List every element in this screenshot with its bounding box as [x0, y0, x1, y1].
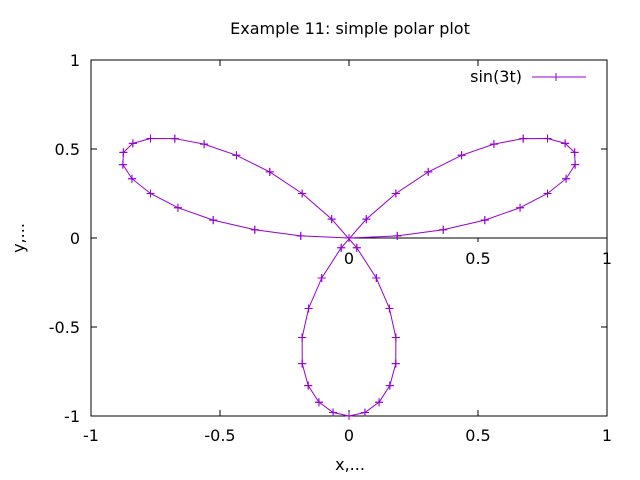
y-tick-labels: -1 -0.5 0 0.5 1: [49, 51, 80, 426]
polar-axis-labels: 0 0.5 1: [344, 238, 612, 268]
series-point: [561, 139, 570, 148]
legend-label: sin(3t): [470, 67, 522, 86]
series-point: [128, 139, 137, 148]
series-point: [345, 234, 353, 242]
polar-axis-label: 0: [344, 249, 354, 268]
x-tick-label: -1: [83, 426, 99, 445]
series-point: [457, 151, 466, 160]
series-point: [543, 189, 552, 198]
series-point: [424, 167, 433, 176]
series-path: [122, 137, 576, 417]
x-tick-label: 0.5: [465, 426, 490, 445]
series-line: [122, 137, 576, 417]
series-point: [480, 216, 489, 225]
y-tick-label: -1: [64, 407, 80, 426]
x-axis-label: x,...: [335, 455, 365, 474]
y-axis-label: y,...: [9, 223, 28, 253]
series-point: [337, 243, 346, 252]
y-tick-label: 0: [70, 229, 80, 248]
series-point: [543, 134, 552, 143]
series-point: [489, 140, 498, 149]
series-point: [232, 151, 241, 160]
x-tick-labels: -1 -0.5 0 0.5 1: [83, 426, 612, 445]
legend: sin(3t): [470, 67, 586, 86]
series-point: [327, 215, 336, 224]
y-tick-label: -0.5: [49, 318, 80, 337]
series-point: [391, 359, 400, 368]
series-point: [298, 333, 307, 342]
y-tick-label: 0.5: [55, 140, 80, 159]
series-point: [296, 231, 305, 240]
legend-marker: [552, 73, 560, 81]
series-point: [146, 134, 155, 143]
series-point: [170, 134, 179, 143]
series-point: [519, 134, 528, 143]
x-tick-label: 0: [344, 426, 354, 445]
polar-axis-label: 0.5: [465, 249, 490, 268]
series-point: [516, 203, 525, 212]
series-point: [304, 304, 313, 313]
series-point: [298, 359, 307, 368]
x-tick-label: 1: [602, 426, 612, 445]
series-point: [385, 381, 394, 390]
series-point: [146, 189, 155, 198]
series-point: [173, 203, 182, 212]
series-point: [209, 216, 218, 225]
series-point: [562, 174, 571, 183]
series-point: [119, 148, 128, 157]
series-point: [298, 189, 307, 198]
polar-axis-label: 1: [602, 249, 612, 268]
series-point: [570, 148, 579, 157]
series-point: [571, 160, 580, 169]
x-tick-label: -0.5: [204, 426, 235, 445]
series-point: [127, 174, 136, 183]
series-point: [304, 381, 313, 390]
series-point: [118, 160, 127, 169]
series-point: [200, 140, 209, 149]
series-point: [372, 274, 381, 283]
series-point: [375, 398, 384, 407]
series-point: [360, 408, 369, 417]
series-point: [314, 398, 323, 407]
series-point: [391, 189, 400, 198]
series-point: [317, 274, 326, 283]
series-point: [345, 412, 353, 420]
series-point: [439, 225, 448, 234]
series-markers: [118, 134, 580, 420]
series-point: [329, 408, 338, 417]
series-point: [391, 333, 400, 342]
series-point: [250, 225, 259, 234]
series-point: [352, 243, 361, 252]
series-point: [265, 167, 274, 176]
series-point: [393, 231, 402, 240]
series-point: [385, 304, 394, 313]
y-tick-label: 1: [70, 51, 80, 70]
series-point: [362, 215, 371, 224]
chart-title: Example 11: simple polar plot: [230, 19, 470, 38]
